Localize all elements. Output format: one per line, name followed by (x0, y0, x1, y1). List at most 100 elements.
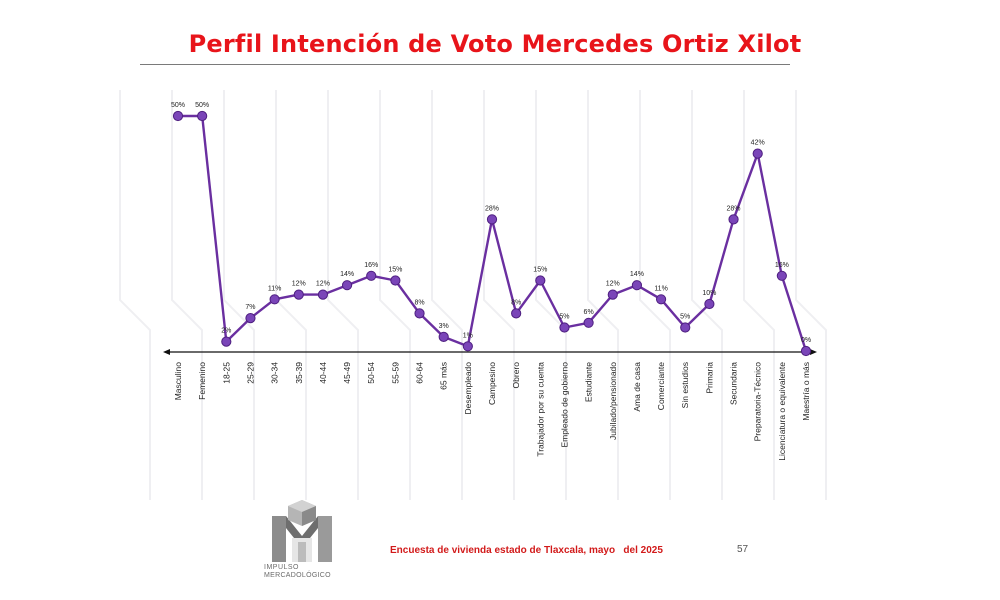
logo-text-line1: IMPULSO (264, 564, 300, 571)
x-tick-label: 50-54 (366, 362, 376, 384)
data-point-marker (607, 289, 618, 300)
data-label: 1% (463, 332, 473, 339)
series-line (178, 114, 808, 352)
x-tick-label: Sin estudios (680, 362, 690, 408)
x-tick-label: 45-49 (342, 362, 352, 384)
x-tick-label: Desempleado (463, 362, 473, 415)
data-point-marker (559, 322, 570, 333)
data-point-marker (438, 331, 449, 342)
x-tick-label: 25-29 (245, 362, 255, 384)
background-pattern-stroke (119, 90, 151, 500)
data-point-marker (341, 280, 353, 291)
x-tick-label: 18-25 (221, 362, 231, 384)
data-label: 3% (439, 323, 449, 330)
data-point-marker (655, 294, 667, 305)
x-tick-label: 60-64 (415, 362, 425, 384)
data-markers (172, 110, 812, 357)
data-label: 6% (584, 309, 594, 316)
data-label: 8% (414, 299, 424, 306)
background-pattern-stroke (743, 90, 775, 500)
x-tick-label: Maestría o más (801, 362, 811, 421)
data-point-marker (511, 308, 522, 319)
data-labels: 50% 50% 2% 7% 11% 12% 12% 14% 16% 15% 8% 3% 1% 28% 8% 1… (171, 102, 811, 344)
data-point-marker (800, 345, 812, 357)
data-label: 2% (221, 328, 231, 335)
x-tick-label: Jubilado/pensionado (608, 362, 618, 440)
x-tick-label: 55-59 (390, 362, 400, 384)
data-point-marker (776, 270, 787, 281)
data-point-marker (269, 294, 280, 305)
data-label: 15% (533, 267, 547, 274)
company-logo: IMPULSO MERCADOLÓGICO (262, 498, 342, 588)
page-number: 57 (737, 544, 749, 555)
x-tick-label: Femenino (197, 362, 207, 400)
data-point-marker (728, 214, 739, 225)
data-point-marker (197, 110, 208, 122)
logo-text-line2: MERCADOLÓGICO (264, 572, 331, 579)
axis-arrow-left (163, 349, 170, 355)
axis-arrow-right (810, 349, 817, 355)
data-label: 28% (485, 205, 499, 212)
page-title: Perfil Intención de Voto Mercedes Ortiz … (188, 30, 802, 58)
x-tick-label: 65 más (439, 362, 449, 390)
x-tick-label: 35-39 (294, 362, 304, 384)
x-tick-label: Empleado de gobierno (559, 362, 569, 448)
x-tick-label: Preparatoria-Técnico (753, 362, 763, 442)
data-label: 28% (727, 205, 741, 212)
x-tick-label: Primaria (704, 362, 714, 394)
x-tick-label: Secundaria (729, 362, 739, 405)
background-pattern-stroke (587, 90, 619, 500)
data-point-marker (366, 270, 377, 281)
data-point-marker (390, 275, 401, 286)
data-label: 11% (654, 285, 668, 292)
x-tick-label: Ama de casa (632, 362, 642, 412)
background-pattern-stroke (327, 90, 359, 500)
background-pattern-stroke (535, 90, 567, 500)
data-label: 12% (606, 281, 620, 288)
data-label: 50% (195, 102, 209, 109)
x-tick-label: 40-44 (318, 362, 328, 384)
data-point-marker (583, 317, 594, 328)
data-label: 11% (268, 285, 282, 292)
data-label: 12% (292, 281, 306, 288)
background-pattern-stroke (639, 90, 671, 500)
data-point-marker (704, 298, 715, 310)
data-point-marker (317, 289, 329, 300)
background-pattern-stroke (483, 90, 515, 500)
data-label: 50% (171, 102, 185, 109)
data-label: 16% (364, 262, 378, 269)
data-point-marker (293, 289, 304, 300)
x-tick-labels: Masculino Femenino 18-25 25-29 30-34 35-39 40-… (173, 362, 811, 461)
background-pattern-stroke (431, 90, 463, 500)
data-point-marker (535, 275, 546, 286)
background-pattern (119, 90, 827, 500)
background-pattern-stroke (223, 90, 255, 500)
data-point-marker (245, 313, 256, 324)
data-point-marker (486, 214, 498, 225)
data-point-marker (221, 336, 232, 347)
x-tick-label: 30-34 (270, 362, 280, 384)
background-pattern-stroke (171, 90, 203, 500)
data-label: 5% (559, 314, 569, 321)
background-pattern-stroke (795, 90, 827, 500)
impulso-m-logo-icon (272, 500, 332, 562)
data-label: 12% (316, 281, 330, 288)
data-label: 14% (340, 271, 354, 278)
x-tick-label: Masculino (173, 362, 183, 401)
data-point-marker (680, 322, 691, 333)
data-point-marker (752, 148, 763, 159)
data-label: 5% (680, 314, 690, 321)
x-tick-label: Campesino (487, 362, 497, 405)
data-label: 42% (751, 140, 765, 147)
x-tick-label: Trabajador por su cuenta (535, 362, 545, 457)
data-point-marker (462, 341, 473, 352)
data-point-marker (631, 280, 643, 291)
x-tick-label: Licenciatura o equivalente (777, 362, 787, 461)
data-point-marker (172, 110, 184, 122)
data-label: 0% (801, 337, 811, 344)
title-divider (140, 64, 790, 65)
background-pattern-stroke (275, 90, 307, 500)
data-label: 16% (775, 262, 789, 269)
data-point-marker (414, 308, 425, 319)
